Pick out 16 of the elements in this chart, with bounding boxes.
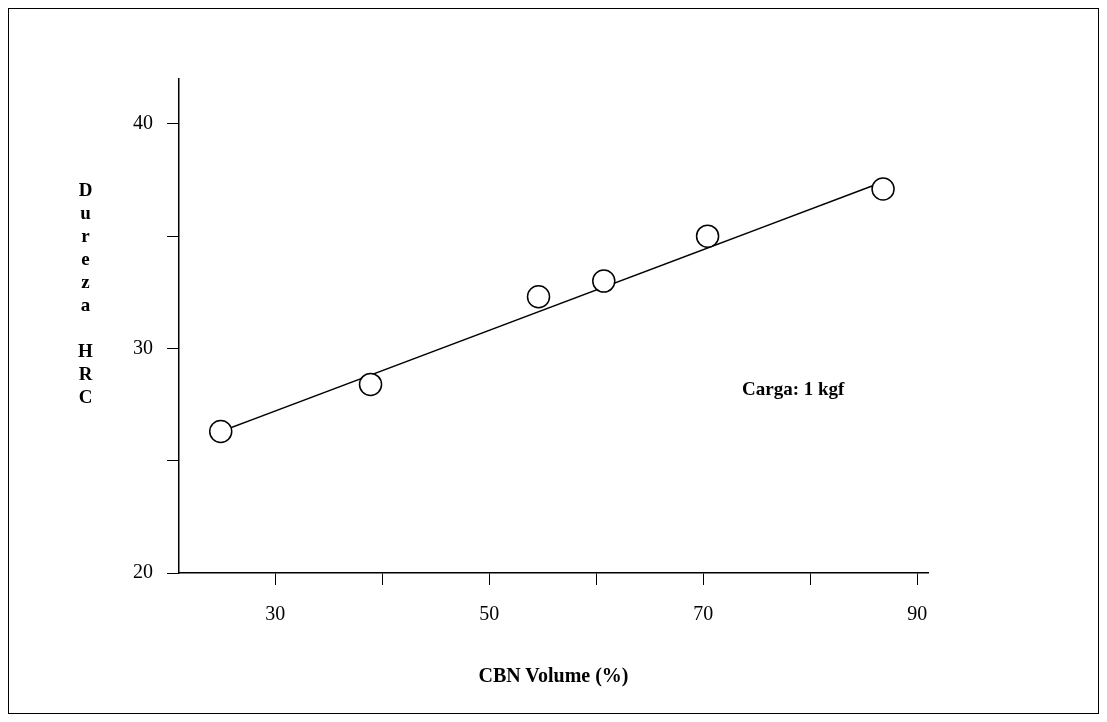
point xyxy=(592,269,616,293)
point xyxy=(871,177,895,201)
point xyxy=(358,372,383,397)
x-axis-title: CBN Volume (%) xyxy=(478,664,629,688)
point xyxy=(695,224,720,248)
x-tick-label: 70 xyxy=(693,602,714,625)
point xyxy=(526,285,551,309)
x-tick-label: 50 xyxy=(479,602,500,625)
point xyxy=(208,419,233,444)
y-tick-label: 30 xyxy=(133,335,153,358)
y-tick-label: 40 xyxy=(133,111,153,134)
y-tick-label: 20 xyxy=(133,560,153,583)
x-tick-label: 90 xyxy=(907,602,928,625)
x-tick-label: 30 xyxy=(265,602,286,625)
y-axis-title: Dureza HRC xyxy=(75,179,96,409)
annotation: Carga: 1 kgf xyxy=(741,378,846,400)
